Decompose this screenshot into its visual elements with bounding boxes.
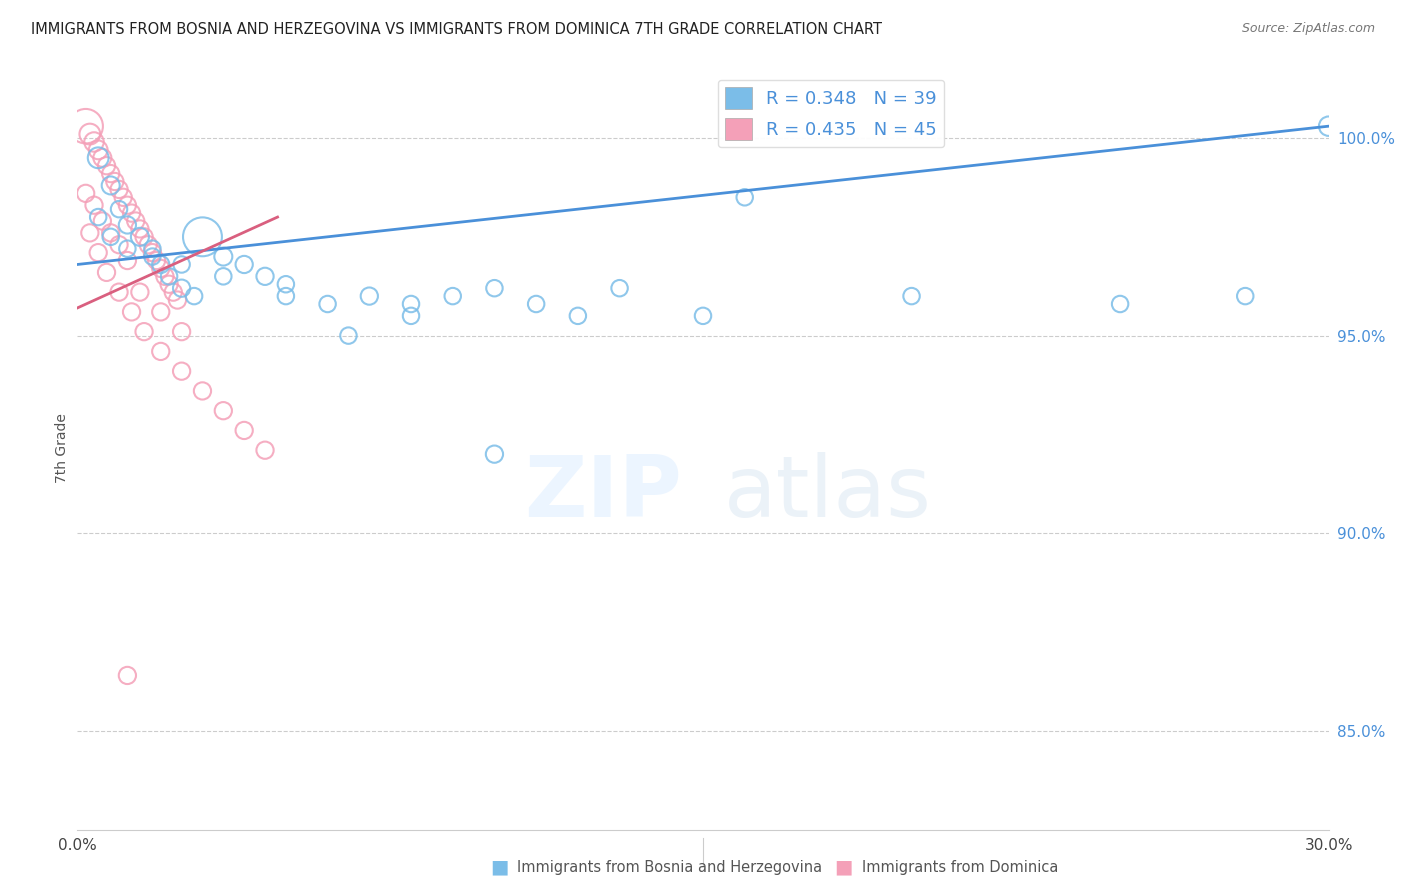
- Point: [484, 447, 506, 461]
- Point: [183, 289, 205, 303]
- Point: [567, 309, 589, 323]
- Point: [91, 151, 114, 165]
- Point: [253, 269, 276, 284]
- Point: [141, 245, 163, 260]
- Point: [153, 269, 176, 284]
- Point: [149, 258, 172, 272]
- Point: [75, 119, 97, 133]
- Point: [125, 214, 148, 228]
- Point: [100, 167, 122, 181]
- Point: [145, 253, 167, 268]
- Point: [87, 210, 110, 224]
- Point: [609, 281, 631, 295]
- Text: ■: ■: [834, 857, 853, 877]
- Point: [900, 289, 922, 303]
- Point: [79, 226, 101, 240]
- Point: [100, 226, 122, 240]
- Point: [91, 214, 114, 228]
- Point: [100, 229, 122, 244]
- Point: [121, 305, 143, 319]
- Y-axis label: 7th Grade: 7th Grade: [55, 413, 69, 483]
- Point: [96, 159, 118, 173]
- Point: [96, 265, 118, 279]
- Point: [170, 325, 193, 339]
- Text: atlas: atlas: [724, 452, 932, 535]
- Point: [121, 206, 143, 220]
- Point: [83, 198, 105, 212]
- Point: [108, 237, 131, 252]
- Point: [1234, 289, 1257, 303]
- Point: [141, 242, 163, 256]
- Point: [117, 218, 139, 232]
- Point: [253, 443, 276, 458]
- Point: [191, 384, 214, 398]
- Point: [359, 289, 381, 303]
- Point: [100, 178, 122, 193]
- Point: [734, 190, 756, 204]
- Point: [129, 285, 152, 300]
- Point: [87, 245, 110, 260]
- Point: [83, 135, 105, 149]
- Point: [132, 229, 155, 244]
- Point: [149, 305, 172, 319]
- Text: ZIP: ZIP: [524, 452, 682, 535]
- Point: [170, 281, 193, 295]
- Point: [212, 403, 235, 417]
- Text: IMMIGRANTS FROM BOSNIA AND HERZEGOVINA VS IMMIGRANTS FROM DOMINICA 7TH GRADE COR: IMMIGRANTS FROM BOSNIA AND HERZEGOVINA V…: [31, 22, 882, 37]
- Point: [162, 285, 184, 300]
- Point: [191, 229, 214, 244]
- Point: [104, 174, 127, 188]
- Point: [1317, 119, 1340, 133]
- Point: [108, 285, 131, 300]
- Point: [87, 143, 110, 157]
- Point: [233, 424, 256, 438]
- Point: [170, 258, 193, 272]
- Point: [157, 277, 180, 292]
- Point: [399, 309, 422, 323]
- Point: [233, 258, 256, 272]
- Point: [692, 309, 714, 323]
- Point: [132, 325, 155, 339]
- Point: [117, 198, 139, 212]
- Text: Immigrants from Bosnia and Herzegovina: Immigrants from Bosnia and Herzegovina: [517, 860, 823, 874]
- Point: [117, 242, 139, 256]
- Point: [108, 202, 131, 216]
- Point: [524, 297, 547, 311]
- Point: [129, 222, 152, 236]
- Point: [316, 297, 339, 311]
- Point: [212, 269, 235, 284]
- Legend: R = 0.348   N = 39, R = 0.435   N = 45: R = 0.348 N = 39, R = 0.435 N = 45: [717, 79, 945, 147]
- Point: [108, 182, 131, 196]
- Point: [484, 281, 506, 295]
- Point: [117, 253, 139, 268]
- Point: [274, 277, 297, 292]
- Point: [441, 289, 464, 303]
- Point: [337, 328, 360, 343]
- Text: ■: ■: [489, 857, 509, 877]
- Point: [166, 293, 188, 307]
- Point: [1109, 297, 1132, 311]
- Point: [141, 250, 163, 264]
- Text: Immigrants from Dominica: Immigrants from Dominica: [862, 860, 1059, 874]
- Point: [149, 261, 172, 276]
- Point: [87, 151, 110, 165]
- Point: [149, 344, 172, 359]
- Point: [157, 269, 180, 284]
- Point: [170, 364, 193, 378]
- Point: [112, 190, 135, 204]
- Point: [79, 127, 101, 141]
- Point: [274, 289, 297, 303]
- Point: [212, 250, 235, 264]
- Point: [129, 229, 152, 244]
- Point: [136, 237, 159, 252]
- Point: [117, 668, 139, 682]
- Point: [75, 186, 97, 201]
- Text: Source: ZipAtlas.com: Source: ZipAtlas.com: [1241, 22, 1375, 36]
- Point: [399, 297, 422, 311]
